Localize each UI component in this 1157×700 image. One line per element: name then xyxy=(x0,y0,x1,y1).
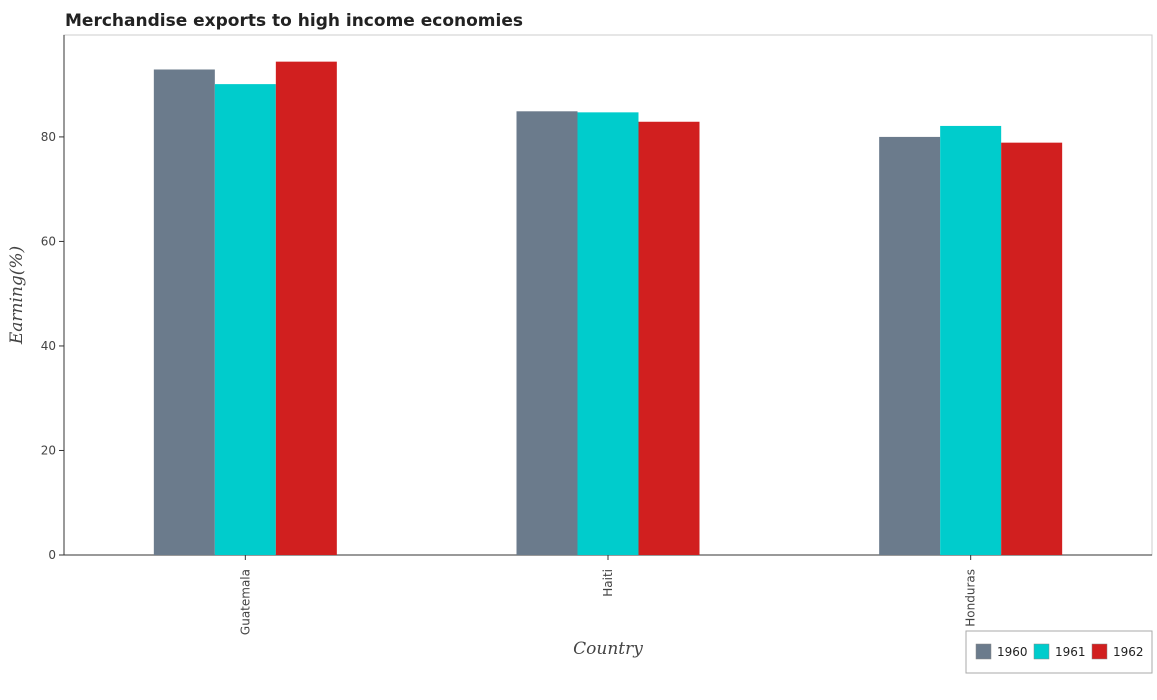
legend-label-1961: 1961 xyxy=(1055,645,1086,659)
y-tick-label: 0 xyxy=(48,548,56,562)
legend-swatch-1961 xyxy=(1033,643,1050,660)
legend-label-1962: 1962 xyxy=(1113,645,1144,659)
bars xyxy=(153,61,1063,556)
x-tick-label: Honduras xyxy=(964,569,978,627)
y-tick-label: 40 xyxy=(41,339,56,353)
bar-1961-honduras xyxy=(940,125,1002,556)
legend-box xyxy=(965,630,1153,674)
y-axis-ticks: 0 20 40 60 80 xyxy=(41,130,64,562)
y-axis-label: Earning(%) xyxy=(7,246,27,345)
legend-swatch-1962 xyxy=(1091,643,1108,660)
x-tick-label: Haiti xyxy=(601,569,615,597)
bar-1962-honduras xyxy=(1001,142,1063,555)
bar-1960-guatemala xyxy=(153,69,215,555)
legend: 1960 1961 1962 xyxy=(965,630,1153,674)
y-tick-label: 80 xyxy=(41,130,56,144)
bar-1962-guatemala xyxy=(275,61,337,556)
x-axis-label: Country xyxy=(573,639,643,659)
chart-title: Merchandise exports to high income econo… xyxy=(65,11,523,31)
y-tick-label: 60 xyxy=(41,234,56,248)
legend-swatch-1960 xyxy=(975,643,992,660)
bar-1961-guatemala xyxy=(214,84,276,556)
x-tick-label: Guatemala xyxy=(238,569,252,635)
bar-1960-honduras xyxy=(879,136,941,555)
x-axis-ticks: Guatemala Haiti Honduras xyxy=(238,555,978,635)
legend-label-1960: 1960 xyxy=(997,645,1028,659)
bar-1960-haiti xyxy=(516,111,578,555)
bar-1962-haiti xyxy=(638,121,700,555)
y-tick-label: 20 xyxy=(41,443,56,457)
bar-1961-haiti xyxy=(577,112,639,555)
